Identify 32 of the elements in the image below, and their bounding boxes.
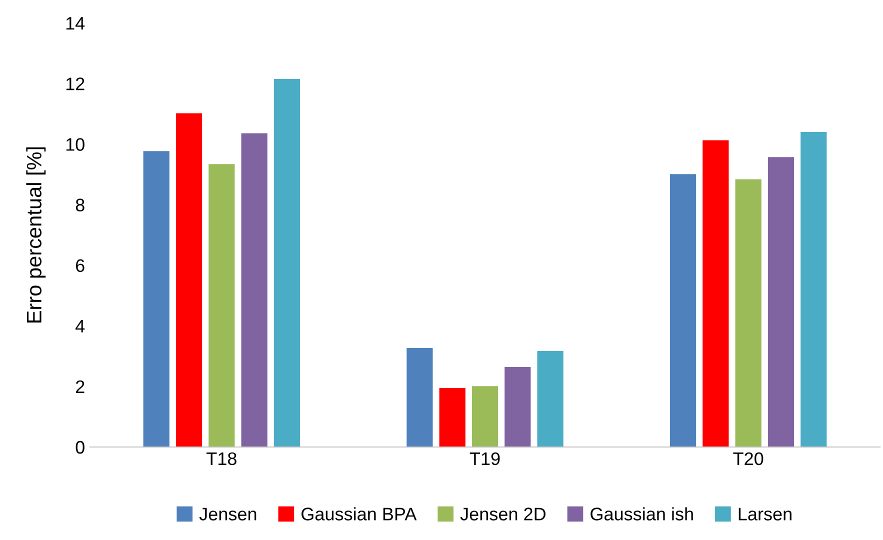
legend-label: Gaussian BPA xyxy=(302,507,417,520)
bar xyxy=(439,388,466,447)
bar xyxy=(274,79,300,447)
legend-label: Jensen 2D xyxy=(460,508,546,520)
legend-label: Gaussian ish xyxy=(590,507,693,520)
y-tick-label: 0 xyxy=(76,440,84,454)
x-tick-label: T18 xyxy=(206,452,236,466)
bar xyxy=(504,367,531,447)
bar xyxy=(406,348,433,447)
bar xyxy=(176,113,202,447)
bar xyxy=(702,140,729,447)
legend-label: Jensen xyxy=(199,508,256,520)
y-axis-title: Erro percentual [%] xyxy=(26,147,46,322)
y-tick-label: 10 xyxy=(66,138,84,151)
bar xyxy=(800,132,827,447)
x-tick-label: T20 xyxy=(733,452,764,466)
y-tick-label: 2 xyxy=(76,380,84,393)
y-tick-label: 8 xyxy=(76,198,84,212)
legend-label: Larsen xyxy=(738,508,792,520)
bar xyxy=(670,174,696,447)
bar xyxy=(537,350,564,447)
bar xyxy=(241,133,268,447)
bar xyxy=(735,179,762,447)
y-tick-label: 14 xyxy=(66,17,85,30)
bar xyxy=(208,164,235,447)
y-tick-label: 4 xyxy=(76,320,85,332)
bar xyxy=(768,157,794,447)
x-tick-label: T19 xyxy=(470,452,500,466)
y-tick-label: 12 xyxy=(66,78,84,90)
y-tick-label: 6 xyxy=(76,259,84,272)
bar xyxy=(472,386,498,447)
bar xyxy=(143,151,170,447)
